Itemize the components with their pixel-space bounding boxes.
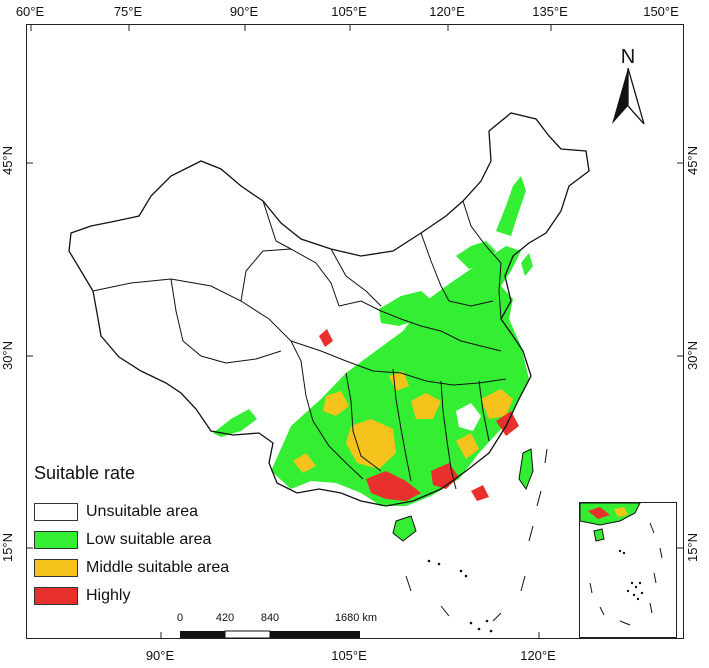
- south-sea-inset: [579, 502, 677, 638]
- legend-item-high: Highly: [34, 582, 229, 610]
- legend-label: Highly: [86, 587, 131, 604]
- legend-swatch: [34, 559, 78, 577]
- middle-suitable-fill: [293, 371, 513, 473]
- tick-label-right: 15°N: [685, 532, 701, 563]
- tick-label-bottom: 90°E: [145, 648, 175, 663]
- legend-swatch: [34, 531, 78, 549]
- legend-item-unsuitable: Unsuitable area: [34, 498, 229, 526]
- legend-label: Unsuitable area: [86, 503, 199, 520]
- north-arrow: N: [608, 46, 648, 126]
- scale-label: 1680 km: [334, 612, 378, 624]
- legend-title: Suitable rate: [34, 463, 136, 483]
- legend-swatch: [34, 503, 78, 521]
- north-arrow-icon: [612, 67, 645, 125]
- tick-label-top: 60°E: [15, 4, 45, 19]
- tick-label-top: 120°E: [429, 4, 465, 19]
- taiwan: [518, 448, 534, 491]
- tick-label-top: 105°E: [331, 4, 367, 19]
- tick-label-bottom: 105°E: [331, 648, 367, 663]
- china-suitability-map: [27, 25, 683, 638]
- high-suitable-fill: [319, 329, 519, 501]
- tick-label-right: 45°N: [685, 145, 701, 176]
- scale-label: 420: [215, 612, 235, 624]
- scale-bar-graphic: [180, 630, 360, 639]
- maritime-boundary: [405, 448, 548, 622]
- inset-map: [580, 503, 663, 626]
- tick-label-bottom: 120°E: [520, 648, 556, 663]
- scale-label: 840: [260, 612, 280, 624]
- tick-label-top: 75°E: [113, 4, 143, 19]
- legend-label: Middle suitable area: [86, 559, 230, 576]
- tick-label-right: 30°N: [685, 340, 701, 371]
- legend-item-middle: Middle suitable area: [34, 554, 229, 582]
- scale-bar: 0 420 840 1680 km: [176, 612, 377, 642]
- province-lines: [92, 200, 507, 490]
- tick-label-top: 135°E: [532, 4, 568, 19]
- north-label: N: [620, 46, 636, 68]
- legend-swatch: [34, 587, 78, 605]
- hainan: [392, 515, 417, 542]
- unsuitable-patch: [456, 403, 481, 431]
- tick-label-top: 150°E: [643, 4, 679, 19]
- tick-label-top: 90°E: [229, 4, 259, 19]
- scale-label: 0: [176, 612, 184, 624]
- tick-label-left: 30°N: [0, 340, 16, 371]
- map-frame: [26, 24, 684, 639]
- south-sea-islands: [427, 559, 493, 633]
- legend: Suitable rate Unsuitable area Low suitab…: [34, 463, 229, 610]
- tick-label-left: 15°N: [0, 532, 16, 563]
- legend-label: Low suitable area: [86, 531, 212, 548]
- tick-label-left: 45°N: [0, 145, 16, 176]
- china-outline: [68, 112, 590, 507]
- legend-item-low: Low suitable area: [34, 526, 229, 554]
